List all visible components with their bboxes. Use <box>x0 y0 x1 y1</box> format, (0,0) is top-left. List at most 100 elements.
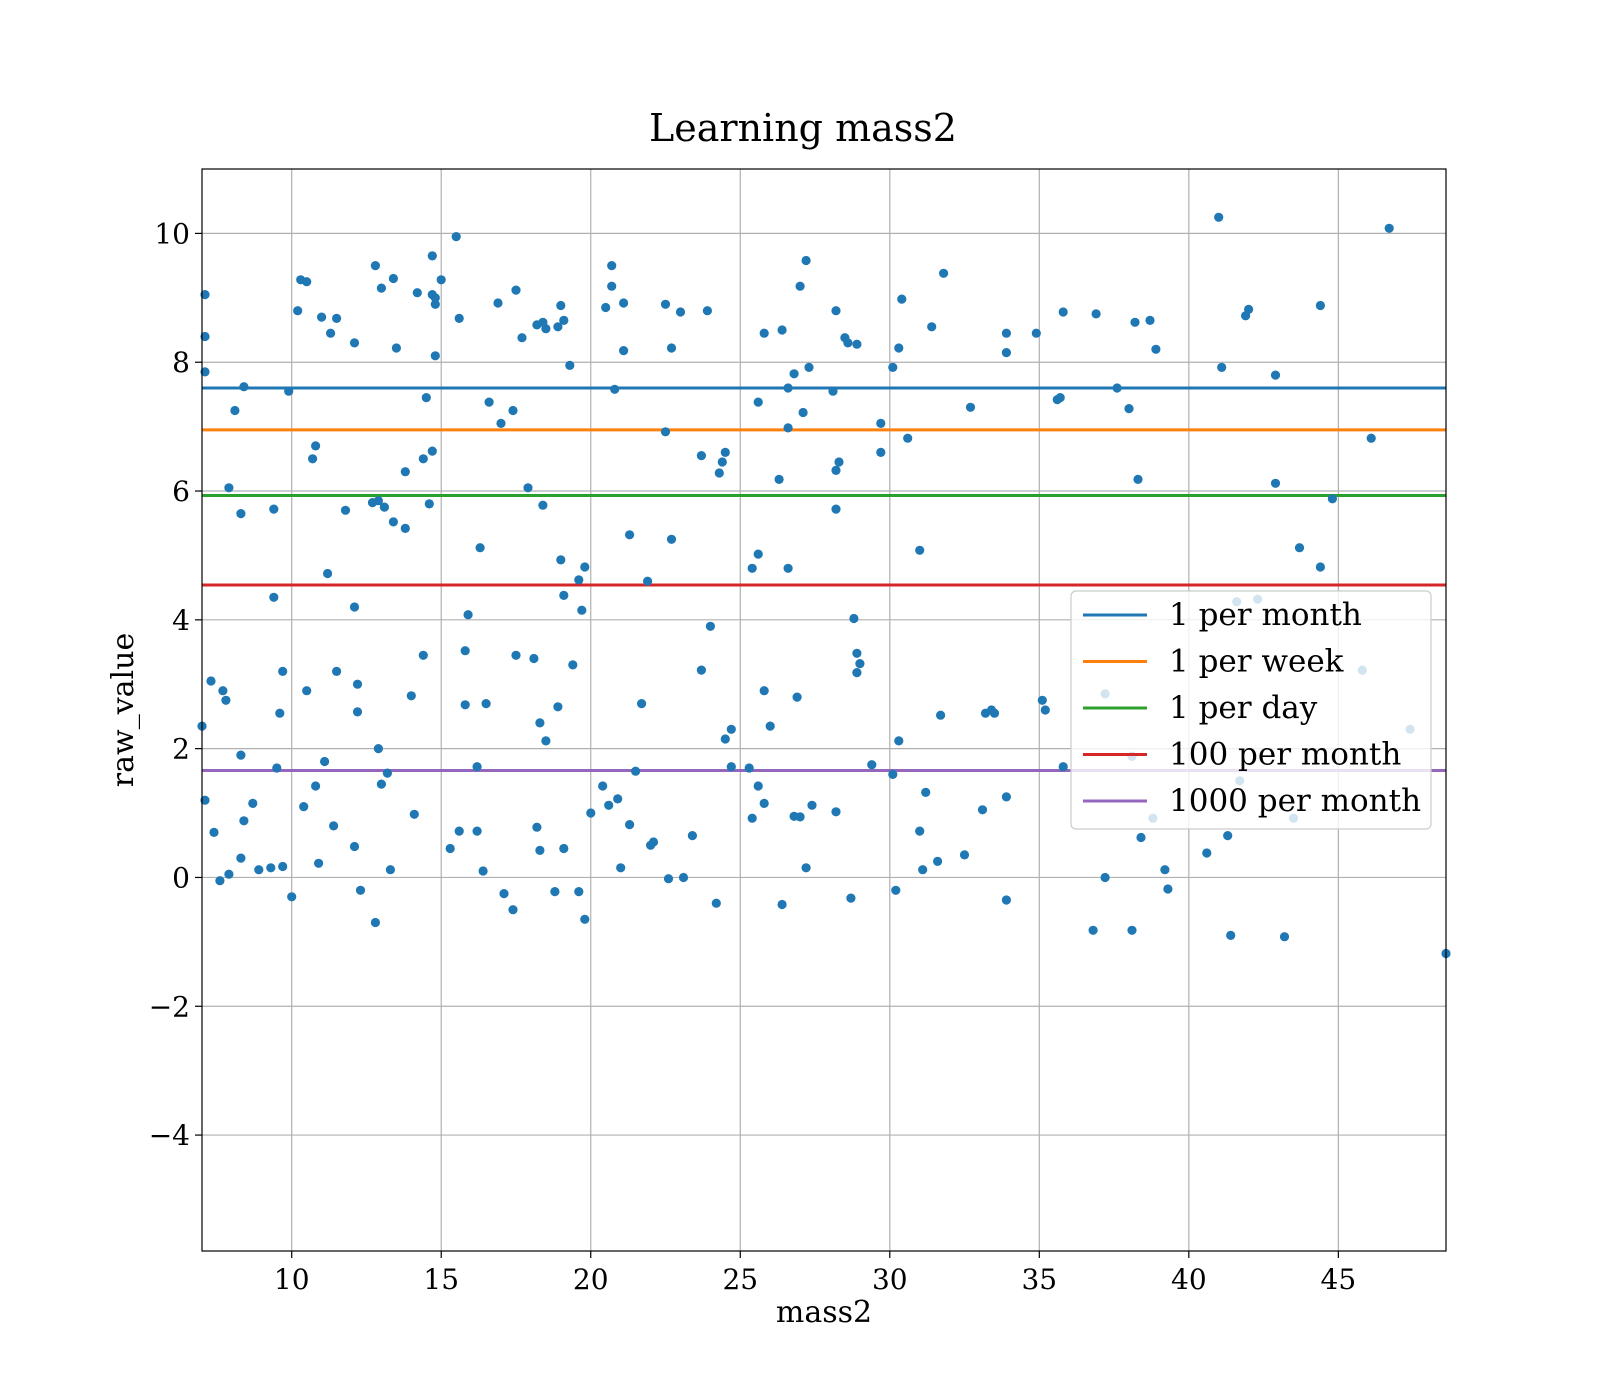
data-point <box>666 343 677 353</box>
data-point <box>239 816 249 826</box>
data-point <box>200 367 210 377</box>
data-point <box>897 294 907 304</box>
data-point <box>927 322 937 332</box>
data-point <box>1124 404 1134 414</box>
x-tick-label: 20 <box>573 1263 609 1296</box>
data-point <box>586 808 596 818</box>
data-point <box>218 686 228 696</box>
data-point <box>302 686 312 696</box>
data-point <box>801 863 811 873</box>
data-point <box>427 446 437 456</box>
x-tick-label: 15 <box>423 1263 459 1296</box>
data-point <box>789 369 799 379</box>
data-point <box>625 820 635 830</box>
data-point <box>834 457 844 467</box>
data-point <box>1202 848 1212 858</box>
data-point <box>1130 317 1140 327</box>
data-point <box>317 312 327 322</box>
data-point <box>1001 792 1012 802</box>
data-point <box>568 660 578 670</box>
data-point <box>523 483 533 493</box>
plot-frame <box>201 168 1447 1252</box>
data-point <box>1160 865 1170 875</box>
data-point <box>678 872 689 883</box>
y-tick-label: 0 <box>172 861 190 894</box>
data-point <box>559 843 569 854</box>
data-point <box>508 905 518 915</box>
data-point <box>460 646 470 656</box>
data-point <box>610 384 620 394</box>
data-point <box>744 763 754 773</box>
data-point <box>272 763 282 773</box>
data-point <box>1058 762 1068 772</box>
data-point <box>846 893 856 903</box>
data-point <box>391 343 401 353</box>
data-point <box>559 315 569 325</box>
data-point <box>876 447 886 457</box>
data-point <box>783 563 793 573</box>
data-point <box>236 508 246 519</box>
data-point <box>989 708 1000 718</box>
data-point <box>221 695 231 705</box>
data-point <box>314 858 324 868</box>
data-point <box>574 575 584 585</box>
data-point <box>1112 383 1122 393</box>
data-point <box>451 232 461 242</box>
data-point <box>915 826 925 836</box>
data-point <box>783 383 793 393</box>
data-point <box>759 686 769 696</box>
data-point <box>648 837 659 847</box>
data-point <box>553 702 563 712</box>
data-point <box>499 889 509 899</box>
data-point <box>230 405 240 416</box>
data-point <box>478 866 488 876</box>
data-point <box>388 517 398 527</box>
data-point <box>278 666 288 677</box>
data-point <box>711 898 721 908</box>
data-point <box>481 699 491 709</box>
data-point <box>532 822 542 832</box>
x-tick-label: 10 <box>274 1263 310 1296</box>
data-point <box>1315 300 1325 311</box>
data-point <box>538 500 548 510</box>
data-point <box>200 290 210 300</box>
data-point <box>248 798 258 809</box>
data-point <box>717 457 727 467</box>
data-point <box>1001 895 1012 905</box>
data-point <box>660 299 671 309</box>
data-point <box>1145 315 1155 325</box>
data-point <box>660 427 671 437</box>
data-point <box>373 744 383 754</box>
data-point <box>430 293 440 303</box>
data-point <box>406 691 416 701</box>
data-point <box>1151 344 1161 354</box>
data-point <box>687 831 698 841</box>
data-point <box>1040 705 1050 715</box>
data-point <box>239 382 249 392</box>
data-point <box>535 718 545 728</box>
data-point <box>747 813 757 823</box>
data-point <box>1100 872 1110 883</box>
data-point <box>529 653 539 664</box>
data-point <box>373 496 383 506</box>
data-point <box>323 568 333 579</box>
legend-label: 1000 per month <box>1169 783 1421 819</box>
data-point <box>663 874 674 884</box>
data-point <box>565 360 575 370</box>
data-point <box>619 298 629 308</box>
data-point <box>726 762 736 772</box>
data-point <box>1226 930 1236 941</box>
data-point <box>206 676 216 686</box>
data-point <box>577 605 587 615</box>
data-point <box>852 339 862 349</box>
y-tick-label: 8 <box>172 346 190 379</box>
data-point <box>517 333 527 343</box>
data-point <box>454 826 464 836</box>
data-point <box>891 885 901 895</box>
legend-label: 1 per week <box>1169 644 1344 680</box>
data-point <box>1091 309 1101 319</box>
data-point <box>888 769 898 780</box>
data-point <box>418 454 428 464</box>
data-point <box>765 721 775 731</box>
data-point <box>1133 474 1143 484</box>
